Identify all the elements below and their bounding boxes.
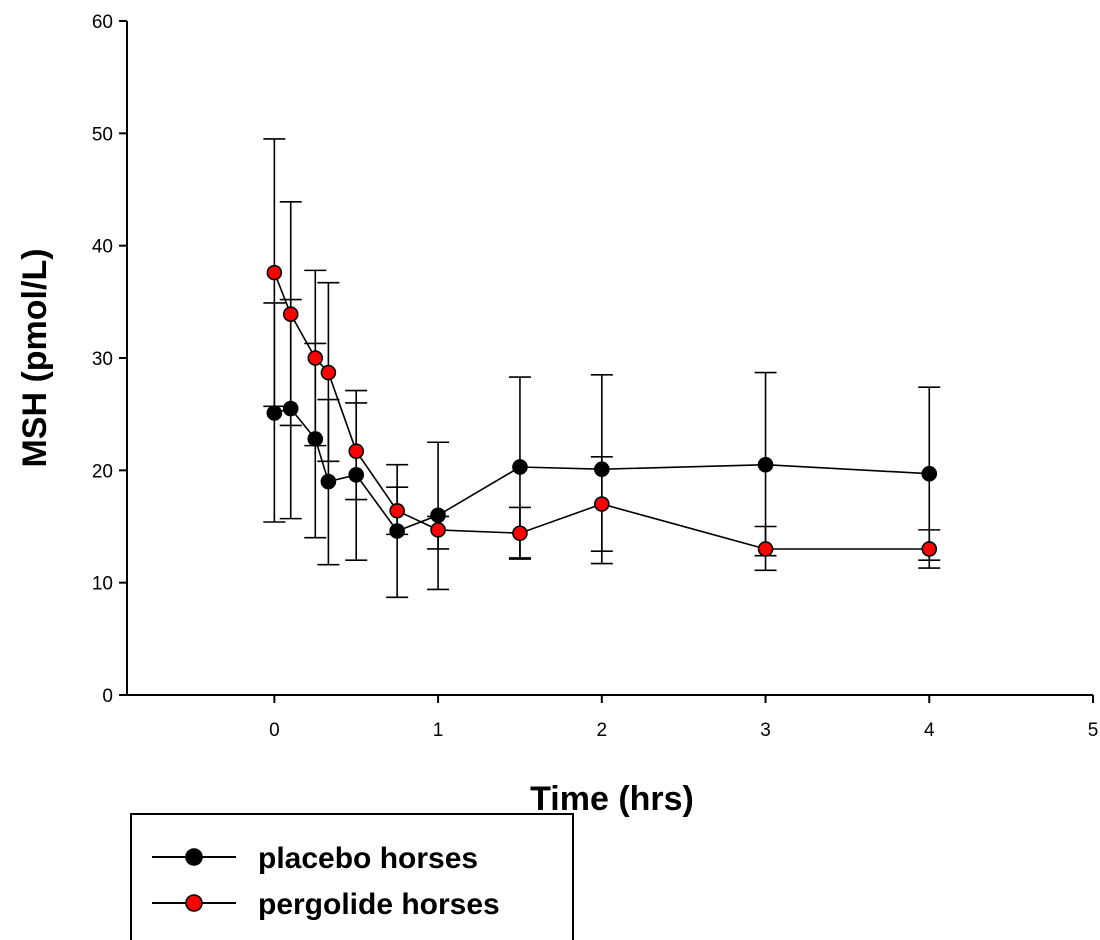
data-point — [512, 525, 528, 542]
legend-label: placebo horses — [258, 842, 478, 875]
data-point — [266, 405, 283, 421]
y-tick-label: 20 — [92, 461, 113, 482]
data-point — [307, 350, 324, 366]
legend-items: placebo horses pergolide horses — [152, 842, 500, 921]
data-point — [921, 541, 938, 557]
x-tick-label: 2 — [597, 720, 608, 741]
x-tick-label: 5 — [1088, 720, 1099, 741]
legend: placebo horses pergolide horses — [130, 813, 574, 940]
y-tick-label: 30 — [92, 349, 113, 370]
x-axis-title: Time (hrs) — [530, 780, 694, 818]
axes-layer: 0 10 20 30 40 50 60 0 1 2 3 4 5 — [92, 12, 1098, 741]
y-axis-title: MSH (pmol/L) — [16, 248, 54, 467]
data-point — [389, 502, 405, 519]
data-point — [266, 264, 283, 281]
legend-item-pergolide: pergolide horses — [152, 888, 500, 921]
data-point — [282, 306, 299, 322]
data-point — [921, 465, 938, 482]
series-layer — [263, 138, 941, 599]
legend-marker — [185, 894, 203, 912]
series-placebo — [263, 298, 941, 599]
series-pergolide — [263, 138, 941, 572]
y-tick-label: 50 — [92, 124, 113, 145]
y-tick-label: 10 — [92, 574, 113, 595]
x-tick-label: 4 — [924, 720, 935, 741]
data-point — [757, 541, 774, 557]
x-tick-label: 0 — [269, 720, 280, 741]
y-tick-label: 0 — [102, 686, 113, 707]
data-point — [512, 459, 528, 475]
legend-label: pergolide horses — [258, 888, 500, 921]
data-point — [348, 443, 365, 460]
y-tick-label: 40 — [92, 237, 113, 258]
data-point — [594, 496, 610, 512]
data-point — [430, 522, 446, 538]
y-tick-label: 60 — [92, 12, 113, 33]
legend-item-placebo: placebo horses — [152, 842, 478, 875]
data-point — [320, 364, 337, 381]
legend-box — [130, 813, 574, 940]
data-point — [757, 456, 774, 473]
x-tick-label: 3 — [760, 720, 771, 741]
data-point — [320, 473, 337, 490]
x-tick-label: 1 — [433, 720, 444, 741]
legend-marker — [185, 848, 203, 866]
